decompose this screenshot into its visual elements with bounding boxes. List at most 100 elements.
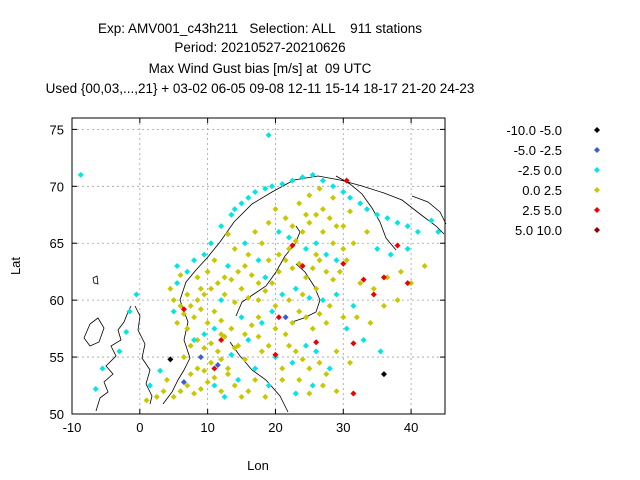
station-point <box>306 390 313 397</box>
legend-label: 0.0 2.5 <box>522 183 562 198</box>
station-point <box>248 322 255 329</box>
station-point <box>319 177 326 184</box>
station-point <box>238 200 245 207</box>
station-point <box>302 211 309 218</box>
x-tick-label: 40 <box>404 420 418 435</box>
station-point <box>228 351 235 358</box>
station-point <box>241 331 248 338</box>
station-point <box>218 356 225 363</box>
station-point <box>380 302 387 309</box>
station-point <box>194 337 201 343</box>
station-point <box>214 362 221 369</box>
station-point <box>336 268 343 275</box>
station-point <box>299 291 306 298</box>
station-point <box>323 268 330 275</box>
grid-lines <box>72 118 445 414</box>
station-point <box>245 337 252 343</box>
station-point <box>313 348 320 355</box>
station-point <box>370 291 377 298</box>
station-point <box>255 280 262 287</box>
station-point <box>224 231 231 238</box>
station-point <box>167 356 174 363</box>
station-point <box>404 280 411 287</box>
station-point <box>306 294 313 301</box>
station-point <box>340 189 347 195</box>
station-point <box>272 351 279 358</box>
station-point <box>289 265 296 272</box>
station-point <box>157 367 164 374</box>
station-point <box>319 206 326 213</box>
station-point <box>174 263 181 269</box>
station-point <box>302 314 309 321</box>
station-point <box>191 337 198 343</box>
station-point <box>394 242 401 249</box>
station-point <box>309 325 316 332</box>
station-point <box>262 274 269 281</box>
station-point <box>180 379 187 386</box>
x-tick-label: 10 <box>200 420 214 435</box>
station-point <box>350 302 357 309</box>
station-point <box>309 265 316 272</box>
title-line-4: Used {00,03,...,21} + 03-02 06-05 09-08 … <box>45 81 475 96</box>
station-point <box>306 192 313 199</box>
x-axis-label: Lon <box>247 458 269 473</box>
station-point <box>211 257 218 264</box>
station-point <box>333 223 340 230</box>
station-point <box>235 268 242 275</box>
station-point <box>197 306 204 313</box>
station-point <box>380 274 387 281</box>
station-point <box>275 228 282 235</box>
station-point <box>218 223 225 230</box>
station-point <box>238 314 245 321</box>
station-point <box>177 388 184 395</box>
station-point <box>282 331 289 338</box>
y-tick-label: 70 <box>50 179 64 194</box>
station-point <box>218 388 225 395</box>
station-point <box>340 245 347 252</box>
station-point <box>194 297 201 304</box>
station-point <box>309 382 316 389</box>
station-point <box>221 274 228 281</box>
station-point <box>289 242 296 249</box>
station-point <box>235 376 242 383</box>
station-point <box>275 251 282 258</box>
y-tick-label: 55 <box>50 350 64 365</box>
station-point <box>394 297 401 304</box>
station-point <box>279 291 286 298</box>
station-point <box>224 371 231 378</box>
station-point <box>218 297 225 304</box>
station-point <box>126 308 133 315</box>
title-line-2: Period: 20210527-20210626 <box>174 40 346 55</box>
station-point <box>350 390 357 397</box>
station-point <box>323 371 330 378</box>
legend-label: 5.0 10.0 <box>515 223 562 238</box>
station-point <box>343 177 350 184</box>
station-point <box>357 280 364 287</box>
station-point <box>177 272 184 279</box>
station-point <box>241 240 248 247</box>
station-point <box>330 240 337 247</box>
station-point <box>326 215 333 222</box>
station-point <box>313 285 320 292</box>
station-point <box>197 354 204 361</box>
x-tick-label: 30 <box>336 420 350 435</box>
station-point <box>228 211 235 218</box>
station-point <box>204 268 211 275</box>
station-point <box>211 365 218 372</box>
legend-marker <box>594 147 600 153</box>
station-point <box>201 331 208 338</box>
station-point <box>296 308 303 315</box>
station-point <box>153 393 160 400</box>
station-point <box>272 302 279 309</box>
legend-marker <box>594 207 600 213</box>
y-axis-label: Lat <box>8 257 23 275</box>
station-point <box>143 397 150 404</box>
x-tick-label: 0 <box>136 420 143 435</box>
station-point <box>330 276 337 283</box>
station-point <box>319 382 326 389</box>
station-point <box>435 228 442 235</box>
station-point <box>99 365 106 372</box>
station-point <box>319 228 326 235</box>
station-point <box>201 344 208 351</box>
station-point <box>377 348 384 355</box>
